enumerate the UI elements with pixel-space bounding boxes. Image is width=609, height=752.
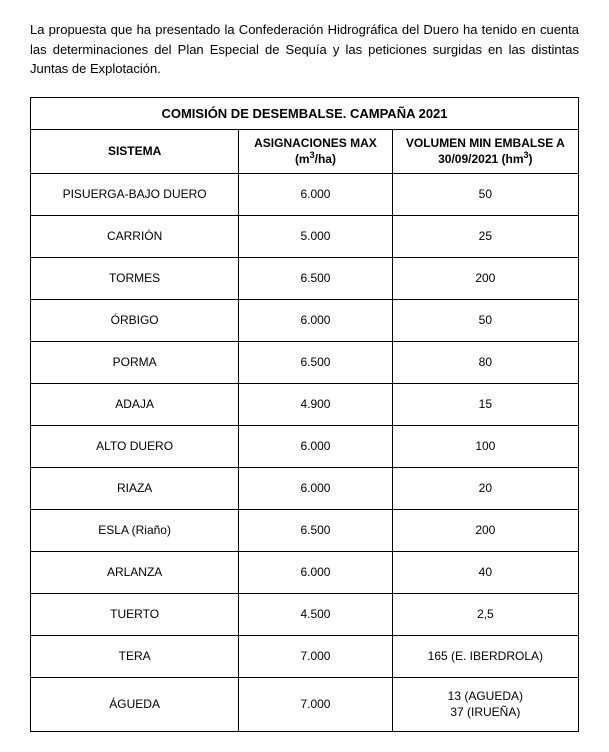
cell-sistema: CARRIÓN	[31, 215, 239, 257]
table-row: ALTO DUERO 6.000 100	[31, 425, 579, 467]
header-volumen: VOLUMEN MIN EMBALSE A 30/09/2021 (hm3)	[392, 129, 578, 173]
header-asignaciones: ASIGNACIONES MAX (m3/ha)	[239, 129, 392, 173]
table-row: TORMES 6.500 200	[31, 257, 579, 299]
cell-asig: 4.500	[239, 593, 392, 635]
intro-paragraph: La propuesta que ha presentado la Confed…	[30, 20, 579, 79]
cell-sistema: RIAZA	[31, 467, 239, 509]
cell-sistema: ALTO DUERO	[31, 425, 239, 467]
table-row: CARRIÓN 5.000 25	[31, 215, 579, 257]
cell-vol: 40	[392, 551, 578, 593]
cell-sistema: TERA	[31, 635, 239, 677]
cell-vol-multiline: 13 (AGUEDA) 37 (IRUEÑA)	[392, 677, 578, 732]
desembalse-table: COMISIÓN DE DESEMBALSE. CAMPAÑA 2021 SIS…	[30, 97, 579, 733]
vol-line1: 13 (AGUEDA)	[448, 689, 523, 703]
table-row: TUERTO 4.500 2,5	[31, 593, 579, 635]
cell-sistema: ARLANZA	[31, 551, 239, 593]
cell-sistema: PORMA	[31, 341, 239, 383]
cell-vol: 80	[392, 341, 578, 383]
cell-asig: 6.000	[239, 551, 392, 593]
cell-sistema: ÁGUEDA	[31, 677, 239, 732]
table-row: ADAJA 4.900 15	[31, 383, 579, 425]
cell-sistema: TORMES	[31, 257, 239, 299]
table-body: PISUERGA-BAJO DUERO 6.000 50 CARRIÓN 5.0…	[31, 173, 579, 732]
cell-vol: 200	[392, 509, 578, 551]
cell-vol: 50	[392, 173, 578, 215]
table-row: ÁGUEDA 7.000 13 (AGUEDA) 37 (IRUEÑA)	[31, 677, 579, 732]
cell-asig: 6.000	[239, 173, 392, 215]
cell-asig: 6.000	[239, 299, 392, 341]
table-row: TERA 7.000 165 (E. IBERDROLA)	[31, 635, 579, 677]
header-vol-post: )	[529, 152, 533, 166]
cell-sistema: ESLA (Riaño)	[31, 509, 239, 551]
table-title: COMISIÓN DE DESEMBALSE. CAMPAÑA 2021	[31, 97, 579, 129]
cell-asig: 5.000	[239, 215, 392, 257]
cell-vol: 200	[392, 257, 578, 299]
cell-vol: 15	[392, 383, 578, 425]
table-row: PORMA 6.500 80	[31, 341, 579, 383]
cell-asig: 4.900	[239, 383, 392, 425]
vol-line2: 37 (IRUEÑA)	[450, 705, 520, 719]
cell-sistema: TUERTO	[31, 593, 239, 635]
cell-vol: 165 (E. IBERDROLA)	[392, 635, 578, 677]
header-sistema: SISTEMA	[31, 129, 239, 173]
header-asig-post: /ha)	[315, 152, 336, 166]
table-row: ÓRBIGO 6.000 50	[31, 299, 579, 341]
cell-sistema: ÓRBIGO	[31, 299, 239, 341]
cell-asig: 6.000	[239, 425, 392, 467]
cell-vol: 25	[392, 215, 578, 257]
cell-asig: 6.500	[239, 341, 392, 383]
cell-asig: 6.000	[239, 467, 392, 509]
table-row: RIAZA 6.000 20	[31, 467, 579, 509]
cell-sistema: PISUERGA-BAJO DUERO	[31, 173, 239, 215]
cell-asig: 7.000	[239, 635, 392, 677]
cell-asig: 6.500	[239, 257, 392, 299]
table-row: ESLA (Riaño) 6.500 200	[31, 509, 579, 551]
table-row: PISUERGA-BAJO DUERO 6.000 50	[31, 173, 579, 215]
cell-vol: 50	[392, 299, 578, 341]
cell-vol: 100	[392, 425, 578, 467]
header-vol-pre: VOLUMEN MIN EMBALSE A 30/09/2021 (hm	[406, 136, 565, 166]
table-row: ARLANZA 6.000 40	[31, 551, 579, 593]
cell-asig: 6.500	[239, 509, 392, 551]
cell-asig: 7.000	[239, 677, 392, 732]
cell-vol: 20	[392, 467, 578, 509]
cell-vol: 2,5	[392, 593, 578, 635]
cell-sistema: ADAJA	[31, 383, 239, 425]
